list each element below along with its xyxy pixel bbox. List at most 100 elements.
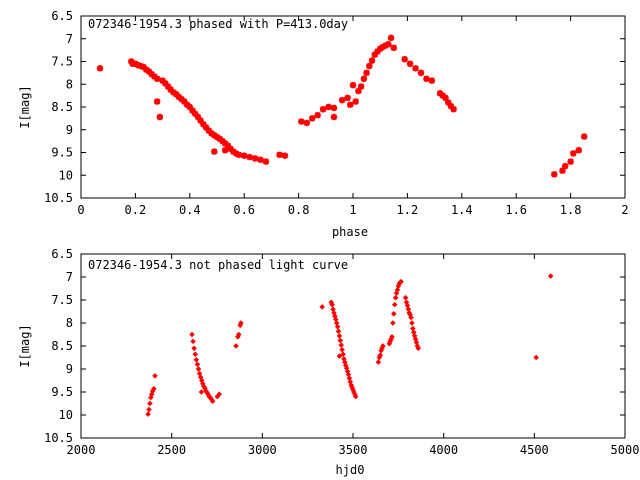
unphased-x-tick-label: 4500: [520, 443, 549, 457]
unphased-data-point: [375, 359, 382, 365]
unphased-data-point: [398, 278, 404, 285]
phased-data-point: [385, 41, 392, 48]
phased-data-point: [178, 96, 185, 103]
phased-data-point: [561, 162, 569, 170]
phased-y-tick-label: 8: [66, 77, 73, 91]
phased-data-point: [570, 150, 577, 157]
phased-data-point: [202, 124, 210, 131]
unphased-x-tick-label: 5000: [611, 443, 640, 457]
unphased-x-tick-label: 2500: [157, 443, 186, 457]
phased-data-point: [423, 75, 430, 82]
phased-x-tick-label: 0: [77, 203, 84, 217]
unphased-data-point: [336, 353, 343, 359]
unphased-ticks: 2000 2500 3000 3500 4000 4500 5000 6.5 7 7.5 8 8.5 9…: [44, 247, 639, 457]
unphased-data-point: [190, 338, 196, 345]
phased-data-point: [241, 152, 248, 159]
unphased-data-point: [194, 361, 201, 368]
phased-data-point: [156, 113, 164, 121]
phased-y-tick-label: 9: [66, 123, 73, 137]
unphased-data-point: [319, 304, 325, 310]
unphased-data-point: [533, 354, 539, 361]
phased-data-point: [371, 51, 378, 58]
phased-x-tick-label: 0.2: [125, 203, 147, 217]
phased-data-point: [181, 98, 188, 105]
unphased-data-point: [402, 294, 409, 301]
unphased-data-point: [198, 389, 205, 395]
phased-data-point: [192, 110, 199, 118]
phased-y-axis-label: I[mag]: [18, 85, 32, 128]
phased-data-point: [309, 115, 316, 122]
phased-data-point: [276, 151, 283, 158]
unphased-data-point: [410, 325, 416, 332]
phased-data-point: [148, 71, 155, 78]
phased-data-point: [194, 113, 202, 121]
unphased-data-point: [151, 386, 157, 392]
unphased-y-tick-label: 6.5: [51, 247, 73, 261]
phased-data-point: [559, 167, 566, 174]
phased-data-point: [262, 158, 270, 165]
phased-data-point: [221, 147, 229, 154]
phased-data-point: [442, 94, 449, 102]
phased-data-point: [162, 80, 169, 87]
unphased-panel: 2000 2500 3000 3500 4000 4500 5000 6.5 7 7.5 8 8.5 9…: [18, 247, 639, 477]
phased-x-tick-label: 1.6: [505, 203, 527, 217]
phased-plot-title: 072346-1954.3 phased with P=413.0day: [88, 17, 348, 31]
unphased-data-point: [235, 331, 242, 338]
phased-data-point: [205, 127, 213, 134]
unphased-data-point: [152, 373, 158, 379]
phased-data-point: [357, 83, 365, 90]
phased-data-point: [428, 77, 436, 84]
unphased-data-point: [391, 301, 398, 308]
phased-data-point: [159, 77, 166, 84]
unphased-y-tick-label: 10: [59, 408, 73, 422]
phased-data-point: [417, 69, 425, 77]
phased-data-point: [227, 145, 234, 153]
phased-data-point: [344, 94, 351, 102]
unphased-data-point: [192, 351, 199, 358]
phased-ticks: 0 0.2 0.4 0.6 0.8 1 1.2 1.4 1.6 1.8 2 6.5 7 7.5 8 8.5 9 9…: [44, 9, 629, 217]
unphased-data-point: [209, 398, 216, 404]
phased-data-point: [551, 171, 558, 178]
unphased-data-point: [191, 345, 197, 352]
unphased-data-point: [415, 345, 422, 352]
unphased-data-point: [145, 411, 151, 417]
unphased-y-tick-label: 9: [66, 362, 73, 376]
phased-data-point: [235, 151, 242, 158]
phased-data-point: [355, 87, 362, 95]
phased-x-tick-label: 0.4: [179, 203, 201, 217]
unphased-data-point: [189, 331, 195, 338]
unphased-data-point: [334, 323, 341, 330]
phased-data-point: [189, 107, 196, 114]
unphased-data-point: [380, 343, 386, 349]
phased-data-point: [447, 102, 455, 110]
unphased-y-tick-label: 7: [66, 270, 73, 284]
phased-panel: 0 0.2 0.4 0.6 0.8 1 1.2 1.4 1.6 1.8 2 6.5 7 7.5 8 8.5 9 9…: [18, 9, 629, 239]
phased-data-point: [219, 137, 226, 145]
phased-data-point: [581, 133, 588, 140]
unphased-x-tick-label: 3000: [248, 443, 277, 457]
phased-y-tick-label: 8.5: [51, 100, 73, 114]
phased-data-point: [96, 65, 104, 72]
phased-data-point: [390, 44, 397, 52]
unphased-data-point: [339, 346, 345, 353]
unphased-data-point: [405, 306, 412, 312]
phased-data-point: [164, 83, 172, 90]
phased-data-point: [303, 119, 310, 127]
phased-data-point: [145, 68, 153, 75]
unphased-y-tick-label: 8.5: [51, 339, 73, 353]
phased-y-tick-label: 9.5: [51, 146, 73, 160]
unphased-data-point: [195, 366, 202, 372]
unphased-data-point: [216, 391, 222, 398]
phased-x-tick-label: 0.6: [233, 203, 255, 217]
phased-y-tick-label: 7.5: [51, 55, 73, 69]
unphased-data-point: [335, 328, 342, 335]
phased-data-point: [401, 56, 408, 63]
phased-y-tick-label: 6.5: [51, 9, 73, 23]
phased-data-point: [338, 96, 346, 104]
unphased-data-point: [346, 375, 353, 381]
phased-data-point: [436, 90, 444, 97]
unphased-data-point: [147, 400, 153, 407]
unphased-data-point: [193, 357, 200, 363]
unphased-y-tick-label: 8: [66, 316, 73, 330]
unphased-data-point: [377, 352, 383, 358]
